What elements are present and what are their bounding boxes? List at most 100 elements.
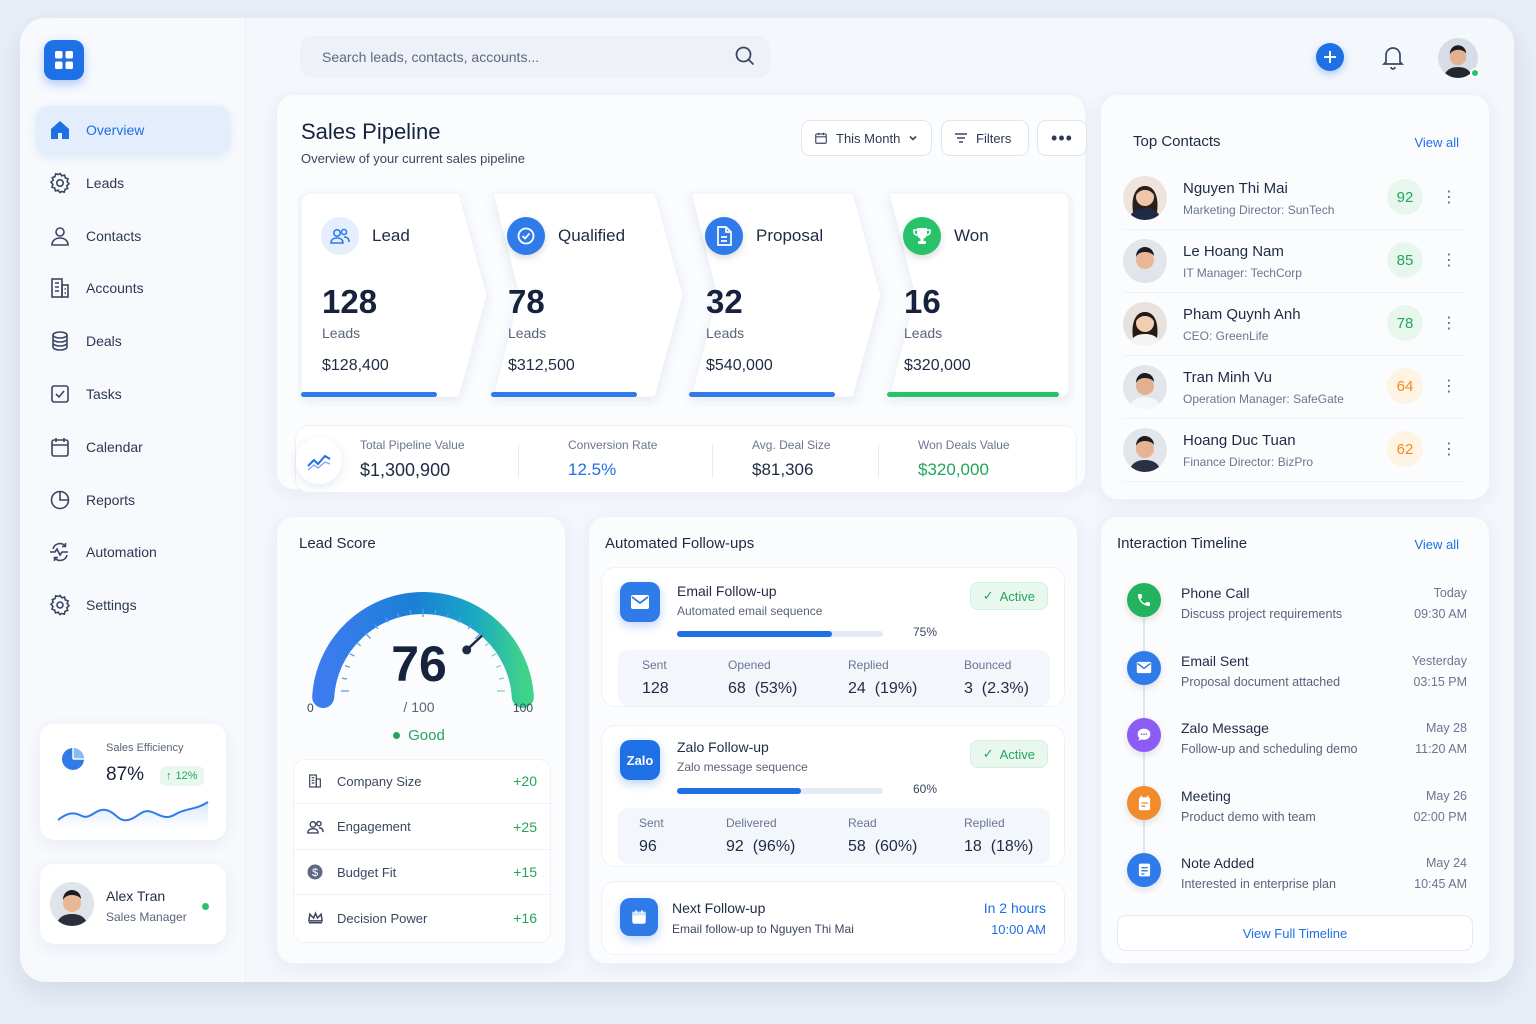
zalo-followup-card[interactable]: Zalo Zalo Follow-up Zalo message sequenc… — [601, 725, 1065, 867]
pipeline-stage-qualified[interactable]: Qualified 78 Leads $312,500 — [483, 187, 689, 399]
stat-label: Delivered — [726, 816, 777, 830]
more-vertical-icon[interactable]: ⋮ — [1441, 441, 1457, 458]
avatar — [1123, 365, 1167, 409]
stat-value: 68 (53%) — [728, 680, 798, 697]
stat-value: 128 — [642, 680, 669, 697]
gauge-tick — [344, 665, 350, 668]
gauge-tick — [457, 617, 461, 623]
lead-score-status: Good — [277, 727, 561, 744]
filters-button[interactable]: Filters — [941, 120, 1029, 156]
stat-label: Opened — [728, 658, 771, 672]
sidebar-item-contacts[interactable]: Contacts — [36, 212, 230, 260]
sidebar-item-overview[interactable]: Overview — [36, 106, 230, 154]
check-icon: ✓ — [982, 746, 994, 761]
view-full-timeline-button[interactable]: View Full Timeline — [1117, 915, 1473, 951]
search-input[interactable]: Search leads, contacts, accounts... — [300, 36, 770, 78]
sidebar-item-calendar[interactable]: Calendar — [36, 423, 230, 471]
timeline-item-title: Note Added — [1181, 855, 1255, 871]
contact-role: Finance Director: BizPro — [1183, 454, 1314, 469]
stage-name: Lead — [372, 226, 410, 245]
more-vertical-icon[interactable]: ⋮ — [1441, 252, 1457, 269]
contact-row[interactable]: Le Hoang Nam IT Manager: TechCorp 85 ⋮ — [1123, 230, 1463, 293]
timeline-item-time: 03:15 PM — [1413, 674, 1467, 689]
stage-progress-bar — [301, 392, 437, 397]
more-options-button[interactable]: ••• — [1037, 120, 1087, 156]
sidebar-item-label: Reports — [86, 491, 136, 508]
factor-points: +15 — [513, 864, 537, 880]
stage-unit: Leads — [322, 325, 361, 341]
stage-icon-badge — [321, 217, 359, 255]
timeline-item[interactable]: Note Added Interested in enterprise plan M… — [1127, 853, 1483, 915]
sidebar-item-deals[interactable]: Deals — [36, 317, 230, 365]
timeline-item[interactable]: Zalo Message Follow-up and scheduling dem… — [1127, 718, 1483, 780]
sidebar-item-automation[interactable]: Automation — [36, 528, 230, 576]
timeline-item[interactable]: Phone Call Discuss project requirements To… — [1127, 583, 1483, 645]
score-factor-row: Engagement +25 — [293, 805, 551, 850]
sidebar-item-reports[interactable]: Reports — [36, 476, 230, 524]
sidebar-item-settings[interactable]: Settings — [36, 581, 230, 629]
next-followup-title: Next Follow-up — [672, 900, 766, 916]
metric-value: $320,000 — [918, 460, 989, 479]
gauge-tick — [434, 609, 437, 616]
stage-name: Proposal — [756, 226, 824, 245]
calendar-icon — [51, 437, 69, 457]
timeline-item-time: 09:30 AM — [1414, 607, 1467, 621]
trend-chart-icon — [307, 454, 331, 471]
calendar-icon — [632, 910, 646, 924]
app-logo[interactable] — [44, 40, 84, 80]
more-vertical-icon[interactable]: ⋮ — [1441, 378, 1457, 395]
stat-value: 92 (96%) — [726, 838, 796, 855]
pie-chart-icon — [50, 490, 70, 509]
bell-icon[interactable] — [1381, 44, 1405, 70]
contact-row[interactable]: Nguyen Thi Mai Marketing Director: SunTec… — [1123, 167, 1463, 230]
next-followup-when: In 2 hours — [983, 900, 1046, 916]
gauge-tick — [446, 612, 449, 618]
contact-row[interactable]: Tran Minh Vu Operation Manager: SafeGate 6… — [1123, 356, 1463, 419]
sidebar-item-label: Contacts — [86, 227, 142, 244]
more-icon: ••• — [1051, 128, 1073, 148]
dollar-icon: $ — [307, 864, 325, 880]
contact-role: Marketing Director: SunTech — [1183, 202, 1335, 217]
followups-card: Automated Follow-ups Email Follow-up Aut… — [588, 516, 1078, 964]
pipeline-stage-proposal[interactable]: Proposal 32 Leads $540,000 — [681, 187, 887, 399]
add-button[interactable] — [1316, 43, 1344, 71]
sales-efficiency-card[interactable]: Sales Efficiency 87% ↑ 12% — [40, 724, 226, 840]
contact-row[interactable]: Pham Quynh Anh CEO: GreenLife 78 ⋮ — [1123, 293, 1463, 356]
view-all-link[interactable]: View all — [1414, 135, 1459, 150]
stat-label: Replied — [848, 658, 889, 672]
period-select[interactable]: This Month — [801, 120, 932, 156]
people-icon — [330, 228, 350, 244]
efficiency-change-badge: ↑ 12% — [160, 766, 204, 786]
user-profile-card[interactable]: Alex Tran Sales Manager — [40, 864, 226, 944]
more-vertical-icon[interactable]: ⋮ — [1441, 315, 1457, 332]
contact-score-badge: 62 — [1387, 431, 1423, 467]
pipeline-stage-won[interactable]: Won 16 Leads $320,000 — [879, 187, 1075, 399]
next-followup-card[interactable]: Next Follow-up Email follow-up to Nguyen… — [601, 881, 1065, 955]
timeline-item[interactable]: Meeting Product demo with team May 26 02:00… — [1127, 785, 1483, 848]
trophy-icon — [913, 228, 931, 244]
more-vertical-icon[interactable]: ⋮ — [1441, 189, 1457, 206]
check-circle-icon — [517, 227, 535, 245]
stage-unit: Leads — [508, 325, 547, 341]
contact-row[interactable]: Hoang Duc Tuan Finance Director: BizPro 62… — [1123, 419, 1463, 482]
status-badge: ✓ Active — [969, 582, 1048, 610]
user-avatar[interactable] — [1438, 38, 1480, 78]
stat-value: 18 (18%) — [964, 838, 1034, 855]
timeline-item[interactable]: Email Sent Proposal document attached Yest… — [1127, 650, 1483, 713]
contact-name: Nguyen Thi Mai — [1183, 179, 1288, 197]
zalo-icon: Zalo — [620, 740, 660, 780]
sidebar-item-leads[interactable]: Leads — [36, 159, 230, 207]
mail-icon — [631, 595, 649, 609]
sidebar-item-tasks[interactable]: Tasks — [36, 370, 230, 418]
pipeline-stage-lead[interactable]: Lead 128 Leads $128,400 — [297, 187, 493, 399]
timeline-item-time: 10:45 AM — [1414, 877, 1467, 891]
sidebar-item-accounts[interactable]: Accounts — [36, 264, 230, 312]
sidebar-item-label: Automation — [86, 544, 157, 561]
stage-progress-bar — [689, 392, 835, 397]
view-all-link[interactable]: View all — [1414, 537, 1459, 552]
sidebar-item-label: Overview — [86, 122, 145, 138]
metric-label: Conversion Rate — [568, 438, 658, 452]
search-icon[interactable] — [734, 45, 756, 67]
email-followup-card[interactable]: Email Follow-up Automated email sequence… — [601, 567, 1065, 707]
check-icon: ✓ — [982, 588, 994, 603]
